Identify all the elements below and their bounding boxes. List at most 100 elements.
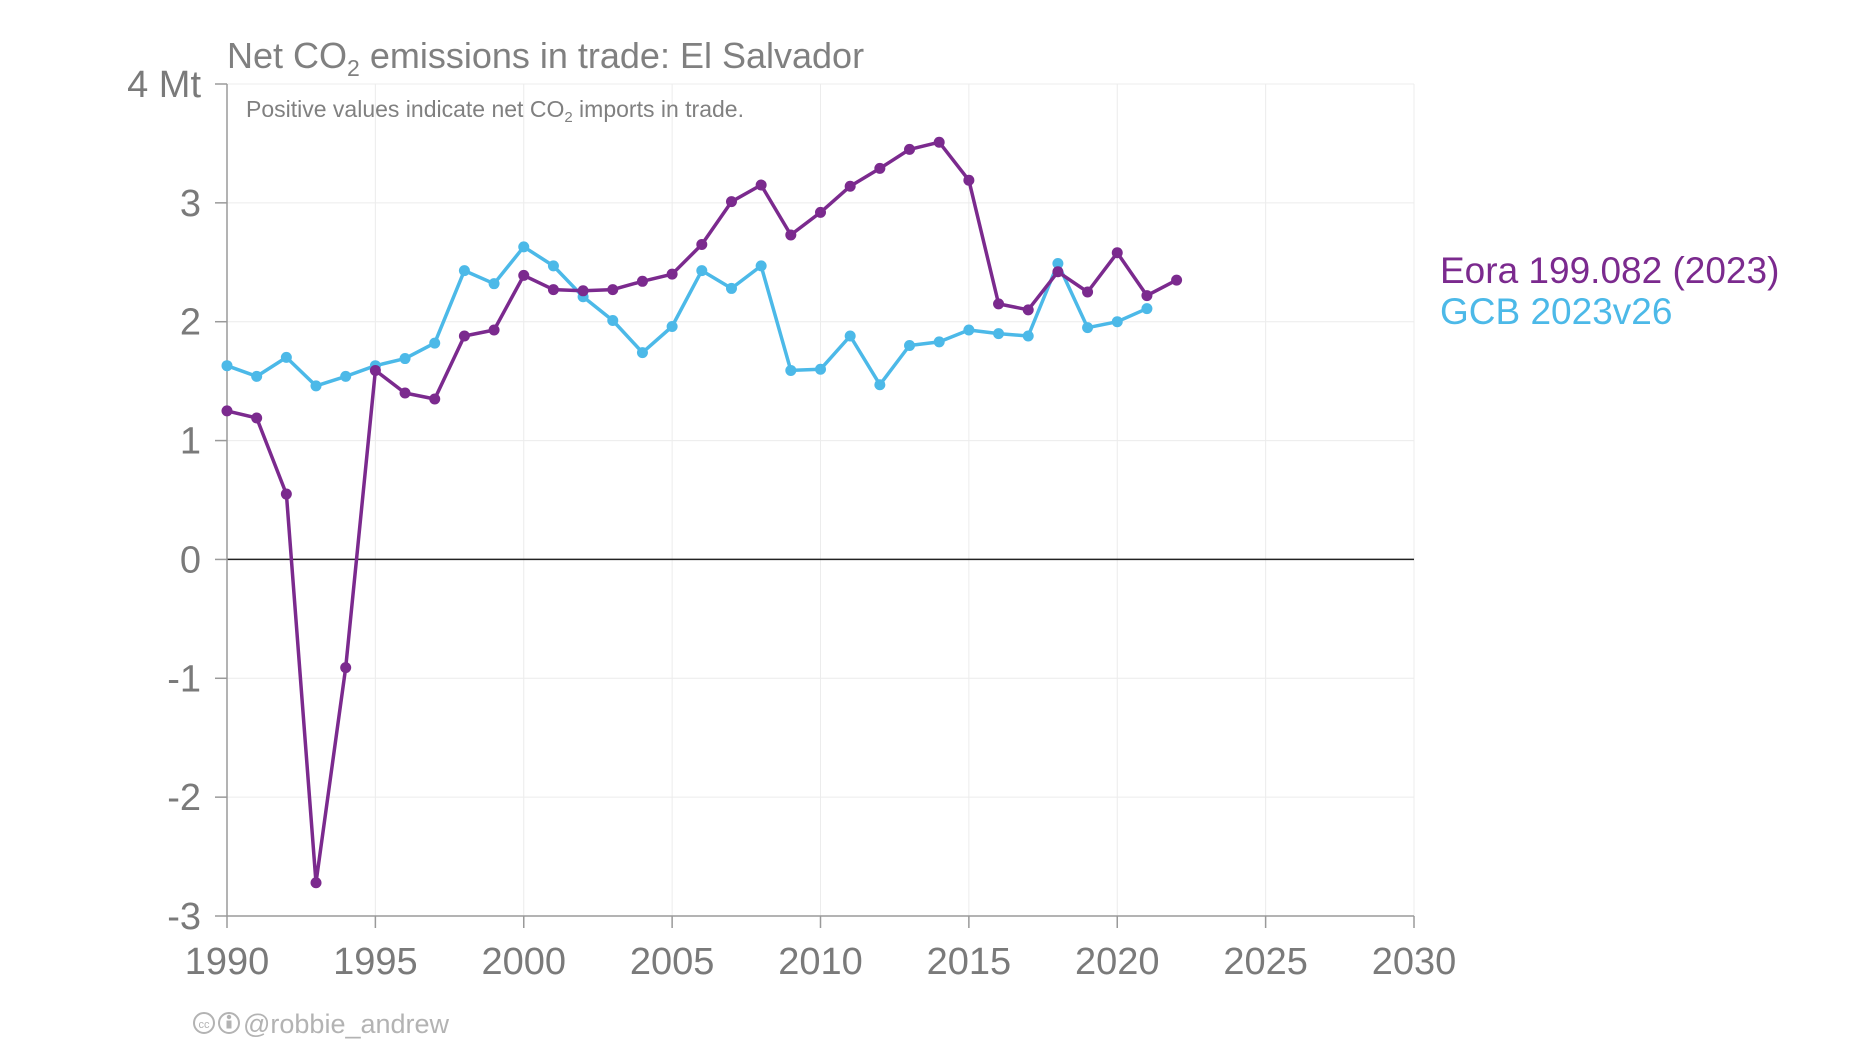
x-tick-label: 2030 bbox=[1372, 941, 1457, 983]
legend: Eora 199.082 (2023)GCB 2023v26 bbox=[1440, 250, 1779, 332]
data-point bbox=[1141, 303, 1153, 315]
x-tick-label: 2005 bbox=[630, 941, 715, 983]
data-point bbox=[993, 298, 1005, 310]
y-tick-label: -3 bbox=[167, 896, 201, 938]
data-point bbox=[547, 260, 559, 272]
data-point bbox=[696, 238, 708, 250]
data-point bbox=[933, 336, 945, 348]
data-point bbox=[963, 174, 975, 186]
data-point bbox=[577, 285, 589, 297]
data-point bbox=[963, 324, 975, 336]
data-point bbox=[310, 380, 322, 392]
data-point bbox=[1082, 286, 1094, 298]
data-point bbox=[607, 315, 619, 327]
data-point bbox=[280, 488, 292, 500]
data-point bbox=[815, 363, 826, 375]
data-point bbox=[844, 180, 856, 192]
data-point bbox=[340, 370, 352, 382]
data-point bbox=[340, 662, 352, 674]
by-icon bbox=[218, 1012, 240, 1034]
x-tick-label: 2010 bbox=[778, 941, 863, 983]
title-subscript: 2 bbox=[347, 55, 360, 81]
data-point bbox=[1141, 290, 1153, 302]
data-point bbox=[785, 364, 797, 376]
y-tick-label: 4 Mt bbox=[127, 64, 201, 106]
data-point bbox=[933, 136, 945, 148]
data-point bbox=[280, 351, 292, 363]
y-tick-label: -2 bbox=[167, 777, 201, 819]
data-point bbox=[251, 412, 263, 424]
data-point bbox=[1022, 304, 1034, 316]
x-tick-label: 2025 bbox=[1223, 941, 1308, 983]
data-point bbox=[1111, 247, 1123, 259]
data-point bbox=[251, 370, 263, 382]
series-line bbox=[226, 245, 1148, 388]
data-point bbox=[755, 179, 767, 191]
data-point bbox=[488, 278, 500, 290]
data-point bbox=[399, 353, 411, 365]
series-line bbox=[226, 140, 1178, 885]
data-point bbox=[310, 877, 322, 889]
data-point bbox=[844, 330, 856, 342]
data-point bbox=[874, 162, 886, 174]
y-tick-label: 3 bbox=[180, 183, 201, 225]
legend-entry: GCB 2023v26 bbox=[1440, 291, 1672, 332]
data-point bbox=[488, 324, 500, 336]
cc-icon: cc bbox=[193, 1012, 215, 1034]
data-point bbox=[785, 229, 797, 241]
x-tick-label: 2000 bbox=[481, 941, 566, 983]
data-point bbox=[518, 241, 530, 253]
x-tick-label: 1995 bbox=[333, 941, 418, 983]
data-point bbox=[221, 360, 233, 372]
data-point bbox=[636, 275, 648, 287]
data-point bbox=[429, 337, 441, 349]
x-tick-label: 2015 bbox=[927, 941, 1012, 983]
subtitle-subscript: 2 bbox=[564, 109, 572, 126]
x-tick-label: 2020 bbox=[1075, 941, 1160, 983]
series-group bbox=[221, 241, 1153, 392]
series-group bbox=[221, 136, 1183, 889]
svg-text:cc: cc bbox=[199, 1019, 211, 1031]
data-point bbox=[755, 260, 767, 272]
subtitle-prefix: Positive values indicate net CO bbox=[246, 96, 564, 122]
credit: cc @robbie_andrew bbox=[193, 1009, 450, 1039]
data-point bbox=[518, 269, 530, 281]
data-point bbox=[221, 405, 233, 417]
data-point bbox=[696, 265, 708, 277]
data-point bbox=[369, 364, 381, 376]
credit-handle: @robbie_andrew bbox=[243, 1009, 450, 1039]
data-point bbox=[815, 206, 826, 218]
data-point bbox=[1052, 257, 1064, 269]
data-point bbox=[1111, 316, 1123, 328]
data-point bbox=[458, 265, 470, 277]
data-point bbox=[666, 268, 678, 280]
series-layer bbox=[221, 136, 1183, 889]
title-suffix: emissions in trade: El Salvador bbox=[360, 35, 864, 76]
data-point bbox=[547, 284, 559, 296]
data-point bbox=[993, 328, 1005, 340]
data-point bbox=[1082, 322, 1094, 334]
chart-subtitle: Positive values indicate net CO2 imports… bbox=[246, 96, 744, 126]
data-point bbox=[1022, 330, 1034, 342]
data-point bbox=[725, 196, 737, 208]
y-tick-label: 1 bbox=[180, 421, 201, 463]
data-point bbox=[904, 339, 916, 351]
data-point bbox=[607, 284, 619, 296]
data-point bbox=[725, 282, 737, 294]
data-point bbox=[399, 387, 411, 399]
subtitle-suffix: imports in trade. bbox=[573, 96, 744, 122]
data-point bbox=[904, 143, 916, 155]
data-point bbox=[636, 347, 648, 359]
y-tick-label: 0 bbox=[180, 539, 201, 581]
legend-entry: Eora 199.082 (2023) bbox=[1440, 250, 1779, 291]
data-point bbox=[1171, 274, 1183, 286]
data-point bbox=[429, 393, 441, 405]
data-point bbox=[874, 379, 886, 391]
chart-title: Net CO2 emissions in trade: El Salvador bbox=[227, 35, 864, 81]
data-point bbox=[666, 320, 678, 332]
x-tick-label: 1990 bbox=[185, 941, 270, 983]
y-tick-label: -1 bbox=[167, 658, 201, 700]
data-point bbox=[458, 330, 470, 342]
